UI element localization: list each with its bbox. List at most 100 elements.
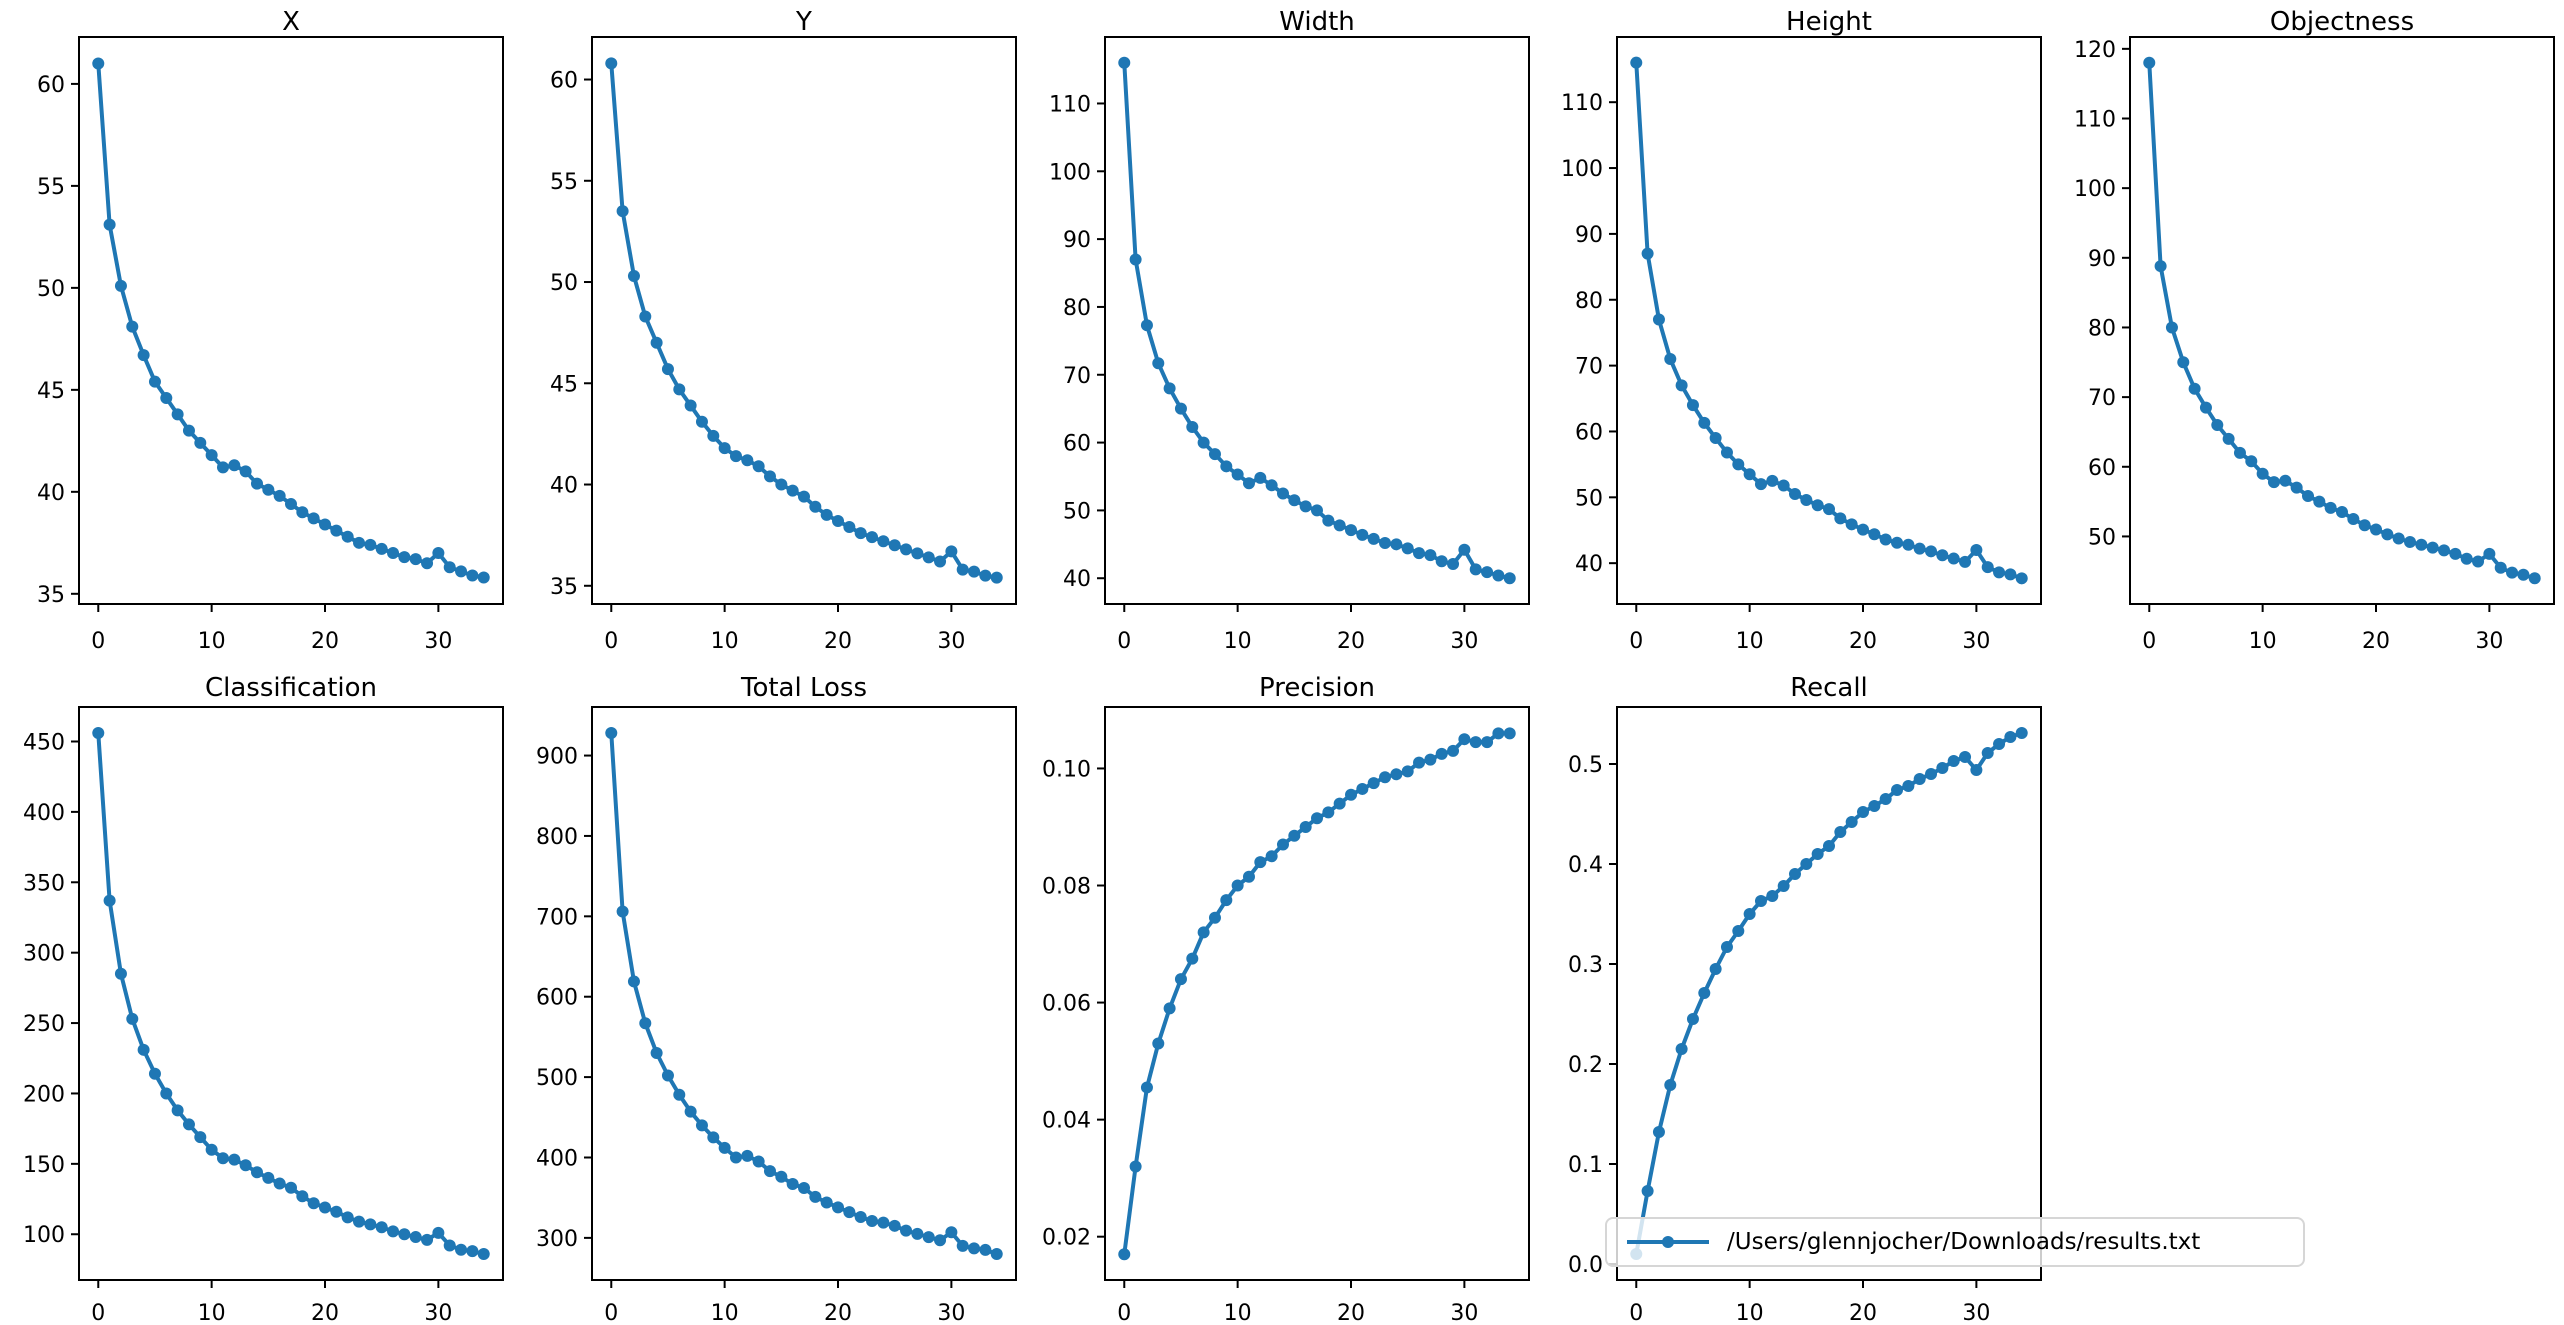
data-point-marker [1902, 538, 1915, 551]
data-point-marker [1208, 911, 1221, 924]
y-tick-label: 0.3 [1568, 953, 1603, 978]
data-point-marker [1857, 806, 1870, 818]
data-point-marker [718, 1141, 731, 1154]
data-point-marker [477, 1247, 490, 1260]
data-point-marker [865, 1214, 878, 1227]
data-point-marker [673, 383, 686, 396]
y-tick-label: 50 [37, 277, 65, 302]
data-point-marker [2256, 467, 2269, 480]
data-point-marker [1446, 557, 1459, 570]
data-point-marker [455, 1243, 468, 1256]
data-point-marker [1401, 542, 1414, 555]
data-point-marker [1253, 856, 1266, 869]
data-point-marker [695, 415, 708, 428]
data-point-marker [1948, 755, 1961, 767]
y-tick-label: 400 [23, 801, 65, 826]
data-point-marker [126, 1012, 139, 1025]
data-point-marker [341, 1211, 354, 1224]
data-point-marker [933, 1234, 946, 1247]
data-point-marker [1891, 784, 1904, 796]
data-point-marker [1846, 816, 1859, 828]
data-point-marker [364, 1218, 377, 1231]
data-point-marker [2166, 321, 2179, 334]
data-point-marker [809, 1190, 822, 1203]
subplot-title-recall: Recall [1791, 673, 1869, 703]
data-point-marker [2004, 568, 2017, 581]
x-tick-label: 10 [198, 629, 226, 654]
data-point-marker [1367, 777, 1380, 790]
y-tick-label: 70 [2088, 386, 2116, 411]
data-point-marker [455, 565, 468, 578]
legend: /Users/glennjocher/Downloads/results.txt [1605, 1217, 2305, 1267]
data-point-marker [1993, 566, 2006, 579]
x-tick-label: 30 [1450, 1301, 1478, 1325]
data-point-marker [114, 967, 127, 980]
data-point-marker [239, 1159, 252, 1172]
y-tick-label: 110 [1561, 91, 1603, 116]
x-tick-label: 0 [1117, 629, 1131, 654]
data-point-marker [1812, 848, 1825, 860]
data-point-marker [729, 1151, 742, 1164]
data-point-marker [809, 500, 822, 513]
data-point-marker [1242, 870, 1255, 883]
data-point-marker [1982, 561, 1995, 574]
data-point-marker [126, 320, 139, 333]
data-point-marker [307, 512, 320, 525]
data-point-marker [137, 1043, 150, 1056]
y-tick-label: 50 [550, 271, 578, 296]
subplot-title-width: Width [1279, 7, 1355, 37]
data-point-marker [1389, 538, 1402, 551]
data-point-marker [2211, 418, 2224, 431]
data-point-marker [797, 1182, 810, 1195]
data-point-marker [1914, 542, 1927, 555]
data-point-marker [922, 1231, 935, 1244]
data-point-marker [1129, 253, 1142, 266]
data-point-marker [114, 279, 127, 292]
data-point-marker [979, 1243, 992, 1256]
x-tick-label: 0 [604, 629, 618, 654]
subplot-title-y: Y [795, 7, 812, 37]
data-point-marker [1197, 926, 1210, 939]
data-point-marker [387, 547, 400, 560]
data-point-marker [605, 57, 618, 70]
data-point-marker [956, 1239, 969, 1252]
data-point-marker [1925, 545, 1938, 558]
data-point-marker [854, 527, 867, 540]
data-point-marker [2381, 528, 2394, 541]
data-point-marker [775, 478, 788, 491]
axes-frame [78, 36, 504, 605]
data-point-marker [1959, 751, 1972, 763]
data-point-marker [1333, 797, 1346, 810]
y-tick-label: 55 [37, 175, 65, 200]
data-point-marker [409, 1231, 422, 1244]
data-point-marker [1936, 549, 1949, 562]
data-point-marker [1117, 56, 1130, 69]
data-point-marker [899, 543, 912, 556]
data-point-marker [1789, 868, 1802, 880]
data-point-marker [92, 57, 105, 70]
data-point-marker [1698, 416, 1711, 429]
data-point-marker [2290, 481, 2303, 494]
x-tick-label: 20 [1849, 629, 1877, 654]
data-point-marker [364, 538, 377, 551]
data-point-marker [2483, 547, 2496, 560]
data-point-marker [945, 1226, 958, 1239]
data-point-marker [1823, 503, 1836, 516]
data-point-marker [786, 484, 799, 497]
data-point-marker [752, 1155, 765, 1168]
x-tick-label: 30 [1963, 1301, 1991, 1325]
y-tick-label: 60 [550, 69, 578, 94]
data-point-marker [1778, 880, 1791, 892]
x-tick-label: 10 [2249, 629, 2277, 654]
data-point-marker [2392, 532, 2405, 545]
data-point-marker [616, 205, 629, 218]
series-line-width [1121, 60, 1512, 581]
data-point-marker [250, 477, 263, 490]
data-point-marker [877, 535, 890, 548]
data-point-marker [616, 905, 629, 918]
y-tick-label: 600 [536, 986, 578, 1011]
axes-frame [1103, 36, 1530, 605]
data-point-marker [2222, 432, 2235, 445]
y-tick-label: 0.1 [1568, 1153, 1603, 1178]
subplot-total-loss: Total Loss 300 400 500 600 700 800 900 0 10 20 30 [536, 673, 1017, 1325]
